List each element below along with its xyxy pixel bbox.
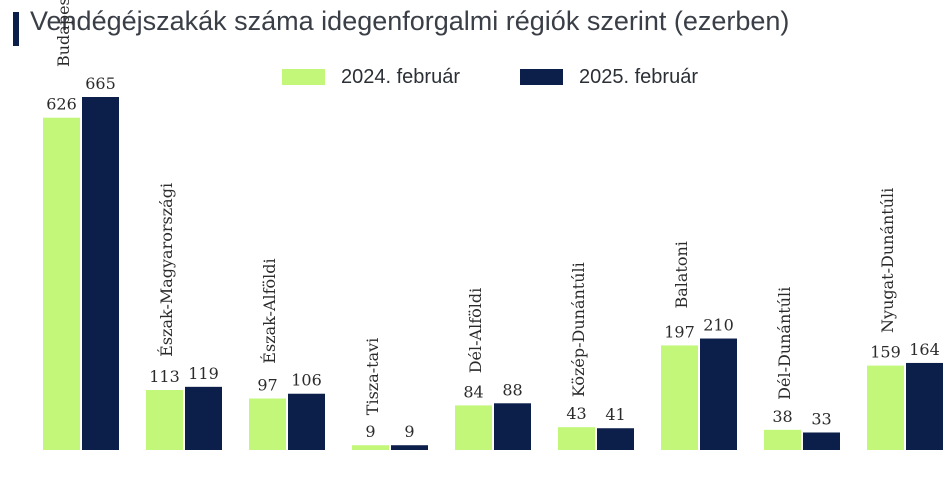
bar-kozep-dunantuli-2025 — [597, 428, 634, 450]
value-label-budapest-kozep-dunavideki-2024: 626 — [46, 95, 77, 114]
legend-label-2025: 2025. február — [579, 65, 698, 88]
category-label-budapest-kozep-dunavideki: Budapest-Közép-Dunavidéki — [54, 0, 73, 67]
legend-swatch-2025 — [520, 69, 563, 85]
bar-budapest-kozep-dunavideki-2024 — [43, 117, 80, 450]
value-label-eszak-alfoldi-2025: 106 — [291, 371, 322, 390]
legend: 2024. február 2025. február — [0, 62, 946, 92]
bar-balatoni-2025 — [700, 338, 737, 450]
category-label-del-dunantuli: Dél-Dunántúli — [775, 287, 794, 400]
legend-label-2024: 2024. február — [341, 65, 460, 88]
value-label-del-dunantuli-2024: 38 — [772, 407, 792, 426]
value-label-eszak-magyarorszagi-2024: 113 — [149, 367, 180, 386]
value-label-eszak-magyarorszagi-2025: 119 — [188, 364, 219, 383]
chart-title: Vendégéjszakák száma idegenforgalmi régi… — [30, 6, 790, 36]
bar-budapest-kozep-dunavideki-2025 — [82, 97, 119, 450]
bar-balatoni-2024 — [661, 345, 698, 450]
bar-nyugat-dunantuli-2025 — [906, 362, 943, 450]
bar-del-dunantuli-2024 — [764, 429, 801, 450]
bar-kozep-dunantuli-2024 — [558, 427, 595, 450]
bar-tisza-tavi-2025 — [391, 445, 428, 450]
bar-eszak-alfoldi-2025 — [288, 393, 325, 450]
category-label-kozep-dunantuli: Közép-Dunántúli — [569, 262, 588, 397]
value-label-del-dunantuli-2025: 33 — [811, 409, 831, 428]
legend-swatch-2024 — [282, 69, 325, 85]
category-label-eszak-alfoldi: Észak-Alföldi — [259, 258, 279, 363]
category-label-nyugat-dunantuli: Nyugat-Dunántúli — [878, 188, 897, 333]
value-label-del-alfoldi-2024: 84 — [463, 382, 483, 401]
bar-eszak-magyarorszagi-2024 — [146, 390, 183, 450]
category-label-balatoni: Balatoni — [672, 241, 691, 308]
category-label-tisza-tavi: Tisza-tavi — [363, 338, 382, 416]
legend-item-2025: 2025. február — [520, 62, 698, 92]
bar-del-dunantuli-2025 — [803, 432, 840, 450]
value-label-nyugat-dunantuli-2024: 159 — [870, 343, 901, 362]
bar-nyugat-dunantuli-2024 — [867, 365, 904, 450]
category-label-eszak-magyarorszagi: Észak-Magyarországi — [156, 183, 176, 357]
category-label-del-alfoldi: Dél-Alföldi — [466, 288, 485, 374]
bar-eszak-alfoldi-2024 — [249, 398, 286, 450]
bar-eszak-magyarorszagi-2025 — [185, 386, 222, 450]
value-label-kozep-dunantuli-2024: 43 — [566, 404, 586, 423]
bar-del-alfoldi-2025 — [494, 403, 531, 450]
value-label-balatoni-2025: 210 — [703, 316, 734, 335]
title-accent-bar — [13, 12, 19, 46]
value-label-eszak-alfoldi-2024: 97 — [257, 376, 277, 395]
value-label-budapest-kozep-dunavideki-2025: 665 — [85, 74, 116, 93]
legend-item-2024: 2024. február — [282, 62, 460, 92]
value-label-tisza-tavi-2024: 9 — [365, 422, 375, 441]
bar-del-alfoldi-2024 — [455, 405, 492, 450]
value-label-balatoni-2024: 197 — [664, 322, 695, 341]
value-label-del-alfoldi-2025: 88 — [502, 380, 522, 399]
value-label-nyugat-dunantuli-2025: 164 — [909, 340, 940, 359]
value-label-tisza-tavi-2025: 9 — [404, 422, 414, 441]
bar-tisza-tavi-2024 — [352, 445, 389, 450]
value-label-kozep-dunantuli-2025: 41 — [605, 405, 625, 424]
